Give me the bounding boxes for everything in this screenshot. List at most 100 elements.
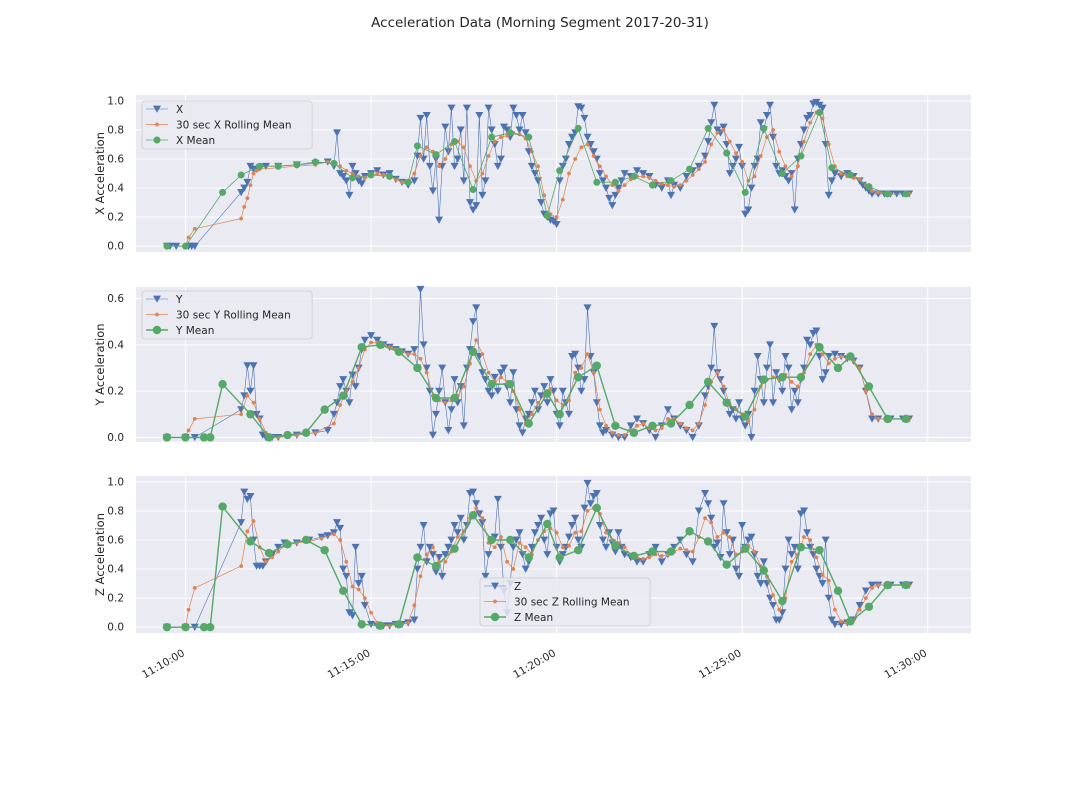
y-point xyxy=(633,415,641,423)
x-point xyxy=(580,114,589,123)
z-mean-point xyxy=(629,551,639,561)
30-sec-z-rolling-mean-point xyxy=(443,559,448,564)
x-point xyxy=(518,111,527,120)
z-mean-point xyxy=(574,545,583,555)
x-point xyxy=(830,170,839,178)
x-point xyxy=(772,162,781,171)
z-point xyxy=(357,572,366,581)
30-sec-y-rolling-mean-point xyxy=(820,352,825,356)
z-mean-point xyxy=(450,544,459,553)
z-point xyxy=(651,543,660,552)
30-sec-x-rolling-mean-point xyxy=(597,164,602,169)
30-sec-z-rolling-mean-point xyxy=(560,545,565,550)
30-sec-z-rolling-mean-point xyxy=(567,543,571,548)
y-point xyxy=(416,285,425,294)
y-point xyxy=(753,353,762,361)
30-sec-x-rolling-mean-point xyxy=(486,154,491,158)
30-sec-z-rolling-mean-point xyxy=(721,530,726,535)
z-point xyxy=(475,510,484,518)
z-point xyxy=(800,507,808,515)
x-point xyxy=(821,141,830,149)
y-point xyxy=(351,383,360,391)
z-point xyxy=(694,507,703,515)
30-sec-y-rolling-mean-point xyxy=(666,416,670,421)
x-point xyxy=(475,111,484,120)
z-legend-label: Z xyxy=(514,581,521,593)
z-point xyxy=(775,616,784,624)
x-point xyxy=(694,162,703,171)
x-point xyxy=(534,177,543,185)
z-point xyxy=(512,536,521,544)
x-mean-point xyxy=(797,152,805,160)
z-point xyxy=(453,529,462,537)
30-sec-z-rolling-mean-point xyxy=(647,555,652,560)
y-point xyxy=(558,387,567,395)
30-sec-x-rolling-mean-point xyxy=(876,190,881,195)
z-point xyxy=(342,572,351,581)
z-mean-point xyxy=(666,547,676,556)
z-point xyxy=(543,551,552,559)
30-sec-x-rolling-mean-point xyxy=(461,145,466,150)
z-mean-point xyxy=(543,519,552,529)
y-tick-label: 1.0 xyxy=(107,476,124,488)
y-point xyxy=(546,376,555,384)
y-mean-point xyxy=(413,363,422,373)
x-point xyxy=(428,187,437,195)
y-tick-label: 0.0 xyxy=(107,622,124,634)
z-point xyxy=(447,536,456,544)
x-mean-point xyxy=(630,172,638,180)
30-sec-x-rolling-mean-point xyxy=(468,164,472,169)
y-point xyxy=(787,406,796,414)
z-mean-point xyxy=(487,535,496,545)
30-sec-y-rolling-mean-point xyxy=(826,361,831,366)
x-mean-point xyxy=(723,149,731,157)
x-mean-point xyxy=(163,242,171,250)
z-point xyxy=(534,522,543,530)
y-point xyxy=(450,376,459,384)
30-sec-z-rolling-mean-point xyxy=(418,574,423,579)
30-sec-y-rolling-mean-point xyxy=(876,416,881,421)
z-mean-point xyxy=(759,566,768,575)
x-point xyxy=(704,138,713,146)
30-sec-y-rolling-mean-point xyxy=(610,430,615,435)
x-point xyxy=(784,177,793,185)
30-sec-y-rolling-mean-point xyxy=(684,426,689,431)
z-point xyxy=(595,522,604,530)
30-sec-x-rolling-mean-point xyxy=(585,142,590,147)
x-tick-label: 11:25:00 xyxy=(697,647,744,681)
30-sec-x-rolling-mean-legend-marker xyxy=(155,122,159,127)
x-point xyxy=(537,199,546,207)
x-point xyxy=(527,162,536,171)
z-point xyxy=(441,551,450,559)
30-sec-z-rolling-mean-point xyxy=(505,559,510,564)
y-mean-point xyxy=(778,373,787,382)
z-point xyxy=(688,558,697,566)
30-sec-z-rolling-mean-point xyxy=(186,607,191,612)
30-sec-x-rolling-mean-point xyxy=(672,184,677,189)
z-mean-point xyxy=(264,548,274,558)
y-mean-point xyxy=(431,393,441,403)
y-tick-label: 0.8 xyxy=(107,124,124,136)
30-sec-z-rolling-mean-point xyxy=(659,554,664,558)
x-mean-point xyxy=(611,178,619,186)
z-point xyxy=(784,536,793,544)
30-sec-y-rolling-mean-point xyxy=(548,386,553,391)
x-point xyxy=(472,202,481,210)
x-point xyxy=(667,191,676,200)
y-point xyxy=(540,383,549,391)
y-point xyxy=(252,410,261,419)
x-point xyxy=(756,119,765,127)
y-point xyxy=(496,369,505,377)
y-point xyxy=(719,387,728,395)
z-point xyxy=(323,532,332,540)
y-point xyxy=(428,431,437,439)
x-point xyxy=(512,111,521,120)
z-mean-point xyxy=(846,617,855,626)
z-point xyxy=(450,522,459,530)
x-mean-point xyxy=(686,165,694,173)
30-sec-x-rolling-mean-legend-label: 30 sec X Rolling Mean xyxy=(176,119,292,131)
y-point xyxy=(765,341,774,349)
z-point xyxy=(759,558,768,566)
y-legend-marker xyxy=(153,295,161,303)
